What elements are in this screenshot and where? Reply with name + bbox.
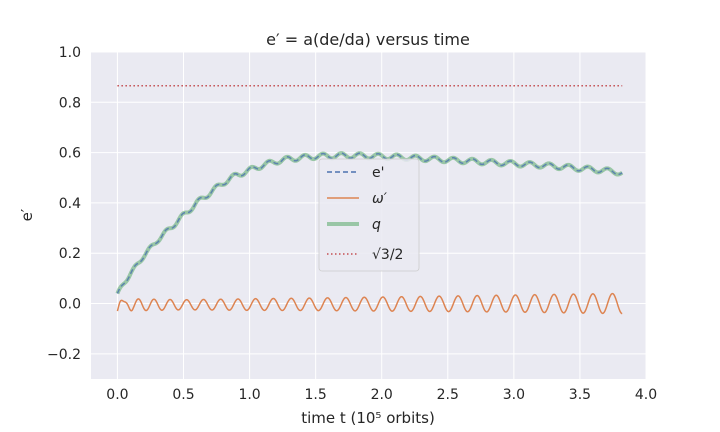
series-layer <box>115 84 624 315</box>
legend-label-q: q <box>372 217 381 233</box>
legend-label-sqrt3-over-2: √3/2 <box>372 247 403 263</box>
legend-label-e-prime: e' <box>372 165 384 181</box>
legend-label-omega-prime: ω′ <box>372 191 388 207</box>
x-axis-label: time t (10⁵ orbits) <box>301 409 435 427</box>
y-tick-label: 0.0 <box>59 297 81 313</box>
x-tick-label: 3.0 <box>503 387 525 403</box>
y-tick-label: 0.4 <box>59 196 81 212</box>
chart-title: e′ = a(de/da) versus time <box>266 30 470 49</box>
series-e-prime-line <box>116 152 623 294</box>
series-omega-prime-line <box>116 292 623 315</box>
y-tick-label: 1.0 <box>59 45 81 61</box>
y-tick-label: 0.2 <box>59 246 81 262</box>
x-tick-label: 0.0 <box>106 387 128 403</box>
y-axis-label: e′ <box>18 208 36 221</box>
x-tick-label: 4.0 <box>635 387 657 403</box>
legend-box <box>318 158 420 272</box>
legend: e' ω′ q √3/2 <box>318 158 420 272</box>
x-tick-label: 2.5 <box>437 387 459 403</box>
y-tick-label: −0.2 <box>47 347 81 363</box>
x-tick-label: 0.5 <box>172 387 194 403</box>
y-tick-label: 0.8 <box>59 95 81 111</box>
tick-labels: 0.0 0.5 1.0 1.5 2.0 2.5 3.0 3.5 4.0 −0.2 0.0 0.2 0.4… <box>47 45 657 403</box>
x-tick-label: 2.0 <box>371 387 393 403</box>
x-tick-label: 3.5 <box>569 387 591 403</box>
x-tick-label: 1.0 <box>238 387 260 403</box>
y-tick-label: 0.6 <box>59 146 81 162</box>
x-tick-label: 1.5 <box>305 387 327 403</box>
